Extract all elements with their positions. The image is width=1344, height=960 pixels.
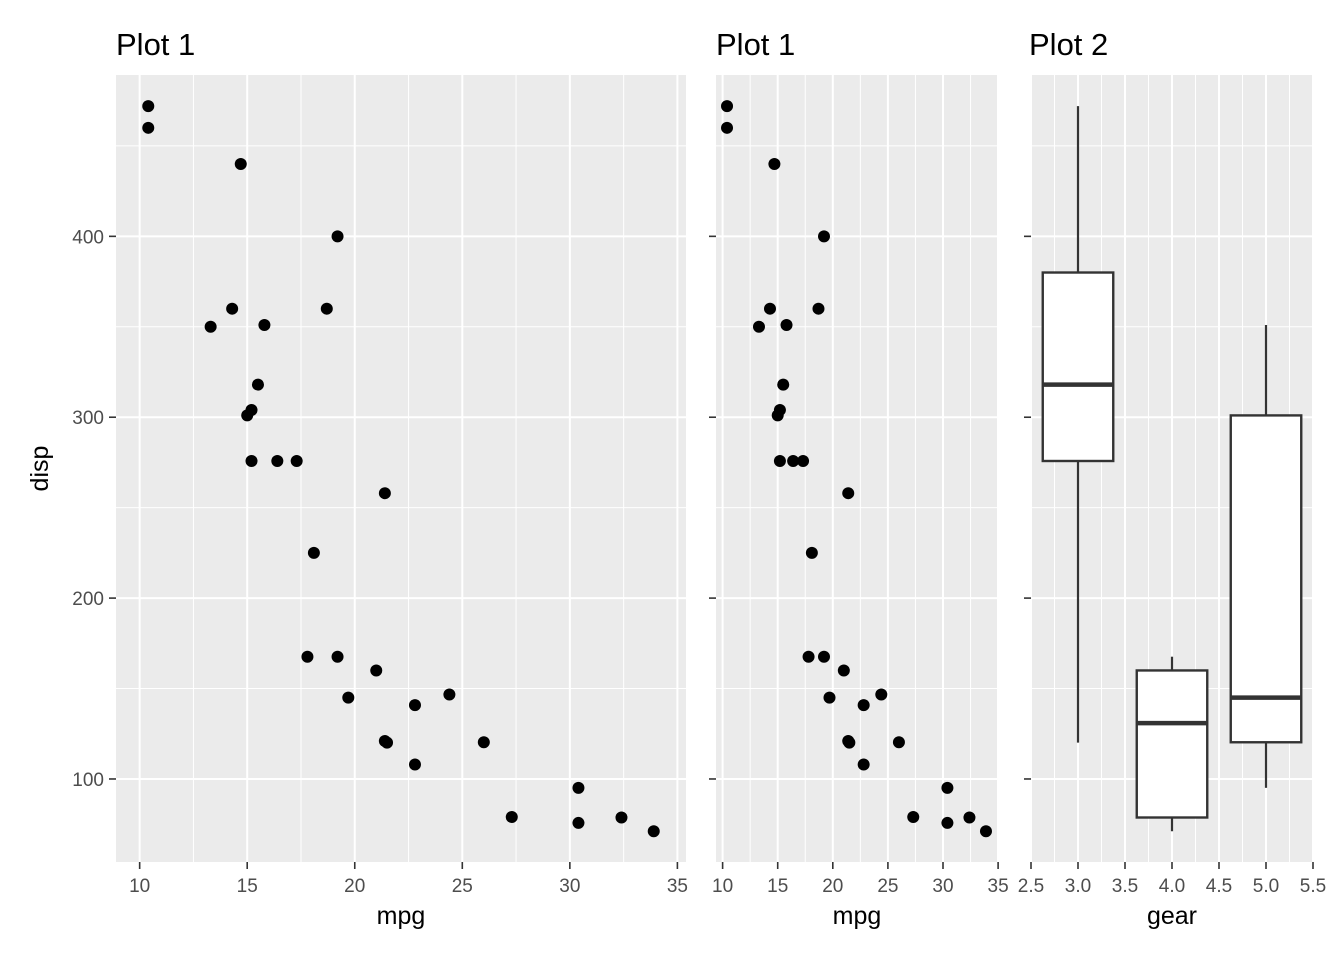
x-tick-label: 30 [559, 876, 580, 897]
x-tick-label: 20 [344, 876, 365, 897]
data-point [572, 816, 585, 829]
data-point [963, 811, 976, 824]
data-point [768, 157, 781, 170]
data-point [443, 688, 456, 701]
x-tick-label: 15 [237, 876, 258, 897]
data-point [572, 781, 585, 794]
panel-title: Plot 1 [116, 27, 195, 62]
data-point [787, 454, 800, 467]
panel-background [116, 75, 686, 862]
data-point [234, 157, 247, 170]
x-tick-label: 25 [452, 876, 473, 897]
data-point [979, 825, 992, 838]
data-point [721, 121, 734, 134]
box-body [1041, 271, 1115, 463]
data-point [857, 758, 870, 771]
x-tick-label: 10 [712, 876, 733, 897]
data-point [408, 699, 421, 712]
data-point [320, 302, 333, 315]
panel-background [716, 75, 997, 862]
data-point [370, 664, 383, 677]
data-point [802, 650, 815, 663]
data-point [797, 454, 810, 467]
y-tick-label: 200 [72, 589, 104, 610]
data-point [752, 320, 765, 333]
panel-title: Plot 2 [1029, 27, 1108, 62]
data-point [342, 691, 355, 704]
data-point [142, 121, 155, 134]
data-point [647, 825, 660, 838]
data-point [378, 487, 391, 500]
data-point [777, 378, 790, 391]
data-point [843, 736, 856, 749]
data-point [505, 810, 518, 823]
data-point [817, 230, 830, 243]
x-tick-label: 20 [822, 876, 843, 897]
x-axis-title: gear [1147, 902, 1197, 930]
data-point [773, 454, 786, 467]
data-point [805, 546, 818, 559]
x-tick-label: 10 [129, 876, 150, 897]
data-point [331, 230, 344, 243]
x-tick-label: 35 [667, 876, 688, 897]
data-point [331, 650, 344, 663]
data-point [907, 810, 920, 823]
x-tick-label: 5.0 [1253, 876, 1279, 897]
data-point [812, 302, 825, 315]
data-point [204, 320, 217, 333]
box-body [1135, 669, 1209, 819]
x-tick-label: 35 [988, 876, 1009, 897]
box-body [1229, 414, 1303, 744]
data-point [307, 546, 320, 559]
data-point [301, 650, 314, 663]
x-tick-label: 15 [767, 876, 788, 897]
data-point [763, 302, 776, 315]
data-point [615, 811, 628, 824]
y-tick-label: 100 [72, 770, 104, 791]
data-point [892, 736, 905, 749]
data-point [941, 781, 954, 794]
x-tick-label: 2.5 [1018, 876, 1044, 897]
data-point [823, 691, 836, 704]
data-point [857, 699, 870, 712]
scatter-panel-1: 10 15 20 25 30 35 100 200 300 400 Plot 1 mpg disp [26, 27, 688, 930]
data-point [245, 403, 258, 416]
data-point [842, 487, 855, 500]
data-point [245, 454, 258, 467]
x-tick-label: 3.0 [1065, 876, 1091, 897]
data-point [271, 454, 284, 467]
data-point [142, 100, 155, 113]
y-tick-label: 300 [72, 408, 104, 429]
data-point [773, 403, 786, 416]
x-axis-title: mpg [833, 902, 882, 930]
data-point [290, 454, 303, 467]
data-point [837, 664, 850, 677]
data-point [226, 302, 239, 315]
data-point [721, 100, 734, 113]
data-point [780, 318, 793, 331]
y-axis-title: disp [26, 446, 54, 492]
x-tick-label: 4.5 [1206, 876, 1232, 897]
x-tick-label: 25 [877, 876, 898, 897]
x-tick-label: 3.5 [1112, 876, 1138, 897]
y-tick-label: 400 [72, 227, 104, 248]
panel-title: Plot 1 [716, 27, 795, 62]
data-point [941, 816, 954, 829]
x-axis-title: mpg [377, 902, 426, 930]
data-point [875, 688, 888, 701]
data-point [251, 378, 264, 391]
data-point [408, 758, 421, 771]
scatter-panel-2: 10 15 20 25 30 35 Plot 1 mpg [709, 27, 1009, 930]
boxplot-panel: 2.5 3.0 3.5 4.0 4.5 5.0 5.5 Plot 2 gear [1018, 27, 1326, 930]
data-point [477, 736, 490, 749]
x-tick-label: 30 [932, 876, 953, 897]
data-point [817, 650, 830, 663]
x-tick-label: 4.0 [1159, 876, 1185, 897]
data-point [258, 318, 271, 331]
x-tick-label: 5.5 [1300, 876, 1326, 897]
data-point [381, 736, 394, 749]
